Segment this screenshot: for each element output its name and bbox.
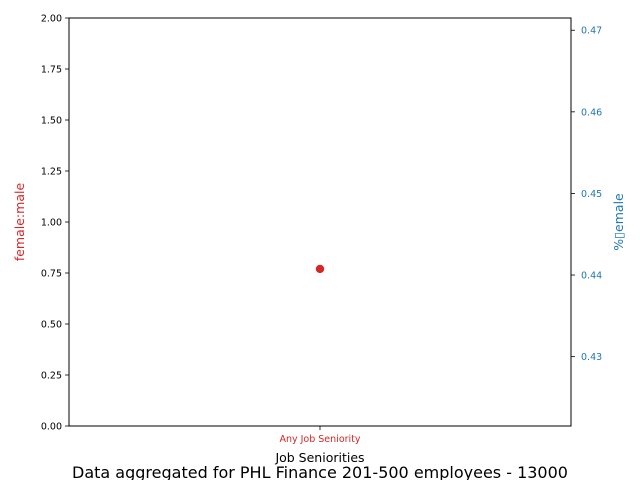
- right-axis-label: %▯emale: [611, 193, 626, 251]
- left-tick-label: 1.25: [41, 167, 62, 178]
- chart-title: Data aggregated for PHL Finance 201-500 …: [72, 463, 568, 480]
- x-axis-label: Job Seniorities: [274, 450, 364, 465]
- x-tick-label: Any Job Seniority: [279, 434, 360, 445]
- left-axis: 0.00 0.25 0.50 0.75 1.00 1.25 1.50 1.75 2.00: [41, 14, 69, 433]
- left-tick-label: 2.00: [41, 14, 62, 25]
- plot-area: [68, 17, 572, 427]
- left-tick-label: 0.25: [41, 371, 62, 382]
- left-tick-label: 0.50: [41, 320, 62, 331]
- data-points: [315, 264, 325, 274]
- data-point: [315, 264, 325, 274]
- left-tick-label: 0.75: [41, 269, 62, 280]
- right-tick-label: 0.44: [581, 271, 602, 282]
- right-tick-label: 0.43: [581, 352, 602, 363]
- right-axis: 0.43 0.44 0.45 0.46 0.47: [571, 26, 602, 363]
- left-tick-label: 1.00: [41, 218, 62, 229]
- left-tick-label: 1.50: [41, 116, 62, 127]
- right-tick-label: 0.46: [581, 107, 602, 118]
- left-axis-label: female:male: [12, 183, 27, 262]
- x-axis: Any Job Seniority: [279, 426, 361, 445]
- left-tick-label: 1.75: [41, 65, 62, 76]
- right-tick-label: 0.47: [581, 26, 602, 37]
- right-tick-label: 0.45: [581, 189, 602, 200]
- left-tick-label: 0.00: [41, 422, 62, 433]
